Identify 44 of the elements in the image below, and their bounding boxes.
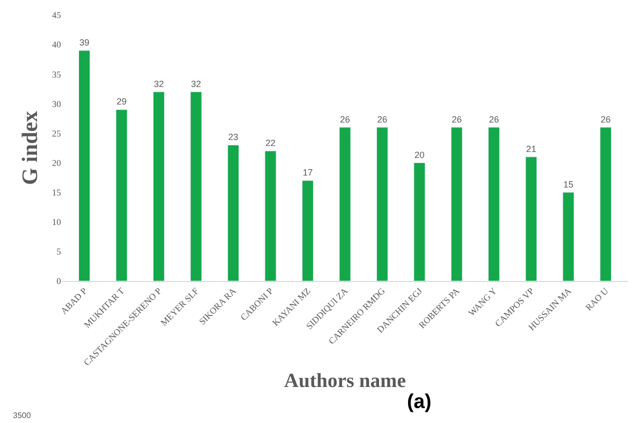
y-tick-label: 0 bbox=[56, 276, 62, 286]
bar bbox=[190, 92, 202, 281]
bar bbox=[152, 92, 165, 281]
bar bbox=[339, 127, 351, 281]
bar bbox=[525, 156, 538, 281]
bar bbox=[78, 50, 90, 281]
data-label: 39 bbox=[79, 37, 90, 48]
data-label: 23 bbox=[228, 132, 238, 142]
data-label: 17 bbox=[302, 168, 313, 178]
bar bbox=[600, 127, 612, 281]
y-tick-label: 40 bbox=[52, 40, 62, 50]
y-axis-title: G index bbox=[16, 111, 42, 185]
text: 3500 bbox=[13, 411, 32, 420]
data-label: 20 bbox=[414, 150, 424, 160]
bar bbox=[376, 127, 388, 281]
bar bbox=[116, 109, 128, 281]
y-tick-label: 20 bbox=[52, 158, 62, 168]
bar bbox=[414, 162, 426, 281]
data-label: 15 bbox=[563, 179, 574, 190]
bar bbox=[562, 192, 574, 281]
data-label: 26 bbox=[488, 114, 499, 124]
y-tick-label: 25 bbox=[52, 128, 62, 138]
data-label: 26 bbox=[600, 114, 611, 124]
data-label: 32 bbox=[191, 78, 202, 89]
bar bbox=[227, 144, 240, 281]
bar bbox=[302, 180, 314, 281]
data-label: 21 bbox=[526, 144, 536, 154]
text: (a) bbox=[407, 391, 432, 413]
y-tick-label: 30 bbox=[52, 98, 62, 109]
data-label: 32 bbox=[154, 78, 164, 89]
data-label: 26 bbox=[377, 114, 388, 124]
y-tick-label: 35 bbox=[52, 69, 62, 80]
y-tick-label: 45 bbox=[52, 10, 62, 20]
data-label: 22 bbox=[266, 138, 276, 148]
y-tick-label: 5 bbox=[56, 246, 62, 257]
y-tick-label: 15 bbox=[52, 187, 62, 198]
bar bbox=[488, 127, 500, 281]
data-label: 26 bbox=[340, 114, 350, 124]
data-label: 26 bbox=[452, 114, 462, 124]
y-tick-label: 10 bbox=[52, 217, 62, 228]
bar bbox=[450, 127, 463, 281]
bar bbox=[264, 150, 276, 281]
data-label: 29 bbox=[116, 96, 127, 107]
x-axis-title: Authors name bbox=[284, 370, 406, 392]
